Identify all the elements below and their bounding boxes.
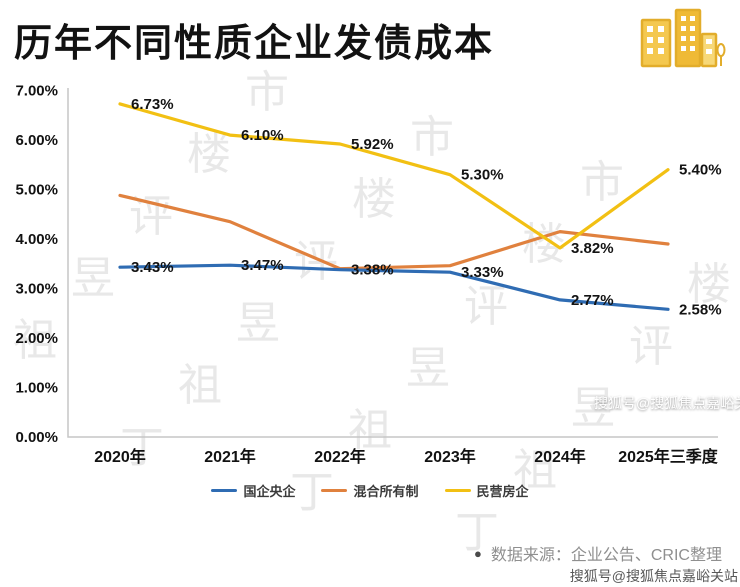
legend-item-1: 混合所有制 (321, 481, 419, 500)
data-label: 2.58% (679, 301, 722, 318)
data-label: 3.33% (461, 264, 504, 281)
series-line-国企央企 (118, 263, 670, 311)
y-tick-label: 6.00% (15, 132, 58, 149)
y-tick-label: 1.00% (15, 380, 58, 397)
buildings-icon (640, 8, 726, 68)
x-tick-label: 2025年三季度 (618, 447, 719, 466)
data-source: ● 数据来源：企业公告、CRIC整理 (474, 541, 722, 565)
legend-item-2: 民营房企 (444, 481, 529, 500)
legend-label: 国企央企 (243, 484, 296, 499)
x-tick-label: 2020年 (94, 447, 146, 466)
x-tick-label: 2023年 (424, 447, 476, 466)
legend-item-0: 国企央企 (211, 481, 295, 500)
y-tick-label: 7.00% (15, 83, 58, 100)
chart-axes (67, 88, 718, 438)
legend-swatch (321, 489, 348, 492)
data-label: 3.47% (241, 257, 284, 274)
x-tick-label: 2022年 (314, 447, 366, 466)
data-label: 3.82% (571, 240, 614, 257)
legend-swatch (444, 489, 471, 492)
y-tick-label: 4.00% (15, 231, 58, 248)
x-tick-label: 2024年 (534, 447, 586, 466)
chart-legend: 国企央企 混合所有制 民营房企 (0, 481, 740, 500)
y-tick-label: 2.00% (15, 330, 58, 347)
legend-label: 混合所有制 (353, 484, 419, 499)
data-label: 2.77% (571, 292, 614, 309)
data-label: 5.40% (679, 162, 722, 179)
data-source-text: 数据来源：企业公告、CRIC整理 (490, 547, 722, 564)
sohu-watermark-bottom: 搜狐号@搜狐焦点嘉峪关站 (569, 568, 738, 584)
legend-swatch (211, 489, 238, 492)
y-tick-label: 5.00% (15, 182, 58, 199)
data-label: 5.30% (461, 167, 504, 184)
series-line-混合所有制 (118, 193, 670, 271)
page-title: 历年不同性质企业发债成本 (14, 23, 495, 65)
sohu-watermark-mid: 搜狐号@搜狐焦点嘉峪关站 (594, 395, 740, 411)
legend-label: 民营房企 (476, 484, 529, 499)
data-label: 6.73% (131, 96, 174, 113)
data-label: 3.38% (351, 262, 394, 279)
data-label: 5.92% (351, 136, 394, 153)
y-tick-label: 3.00% (15, 281, 58, 298)
y-tick-label: 0.00% (15, 429, 58, 446)
series-line-民营房企 (118, 102, 670, 250)
bullet-icon: ● (474, 545, 482, 561)
data-label: 6.10% (241, 127, 284, 144)
x-tick-label: 2021年 (204, 447, 256, 466)
data-label: 3.43% (131, 259, 174, 276)
